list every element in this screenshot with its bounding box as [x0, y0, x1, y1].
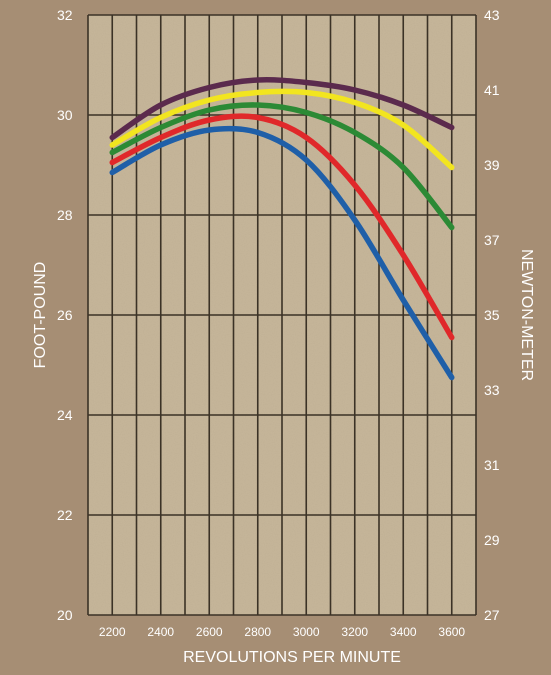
y2-tick-label: 33 [484, 382, 500, 398]
y2-tick-label: 35 [484, 307, 500, 323]
x-tick-label: 2800 [244, 625, 271, 639]
tick-labels: 20 22 24 26 28 30 32 27 29 31 33 35 37 39 41 43 2200 2400… [57, 7, 500, 639]
y-tick-label: 22 [57, 507, 73, 523]
y-tick-label: 24 [57, 407, 73, 423]
series-line-5 [109, 125, 455, 381]
series-line-3 [109, 102, 455, 231]
y-tick-label: 20 [57, 607, 73, 623]
x-tick-label: 3400 [390, 625, 417, 639]
y-tick-label: 30 [57, 107, 73, 123]
x-tick-label: 2600 [196, 625, 223, 639]
y-tick-label: 28 [57, 207, 73, 223]
series-lines [109, 77, 455, 381]
x-tick-label: 2400 [147, 625, 174, 639]
y2-tick-label: 31 [484, 457, 500, 473]
x-tick-label: 3000 [293, 625, 320, 639]
x-tick-label: 3200 [341, 625, 368, 639]
y2-tick-label: 39 [484, 157, 500, 173]
y-axis-title: FOOT-POUND [32, 262, 49, 369]
y2-tick-label: 29 [484, 532, 500, 548]
x-tick-label: 3600 [438, 625, 465, 639]
axis-titles: REVOLUTIONS PER MINUTE FOOT-POUND NEWTON… [32, 249, 535, 666]
x-tick-label: 2200 [99, 625, 126, 639]
y2-tick-label: 41 [484, 82, 500, 98]
y-tick-label: 32 [57, 7, 73, 23]
y2-tick-label: 27 [484, 607, 500, 623]
y2-axis-title: NEWTON-METER [518, 249, 535, 381]
y2-tick-label: 37 [484, 232, 500, 248]
x-axis-title: REVOLUTIONS PER MINUTE [183, 649, 401, 666]
series-line-2 [109, 88, 455, 171]
series-line-1 [109, 77, 455, 141]
y-tick-label: 26 [57, 307, 73, 323]
series-line-4 [109, 113, 455, 341]
y2-tick-label: 43 [484, 7, 500, 23]
